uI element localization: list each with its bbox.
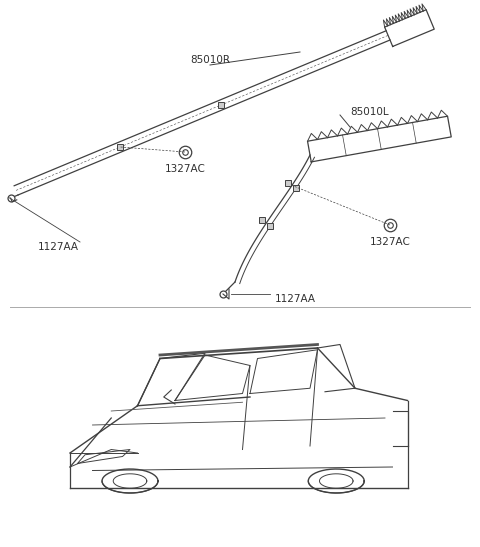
Text: 1127AA: 1127AA [37, 242, 79, 252]
Text: 1127AA: 1127AA [275, 294, 315, 304]
Text: 1327AC: 1327AC [370, 237, 410, 247]
Text: 85010L: 85010L [351, 107, 389, 117]
Text: 1327AC: 1327AC [165, 164, 205, 174]
Text: 85010R: 85010R [190, 55, 230, 65]
